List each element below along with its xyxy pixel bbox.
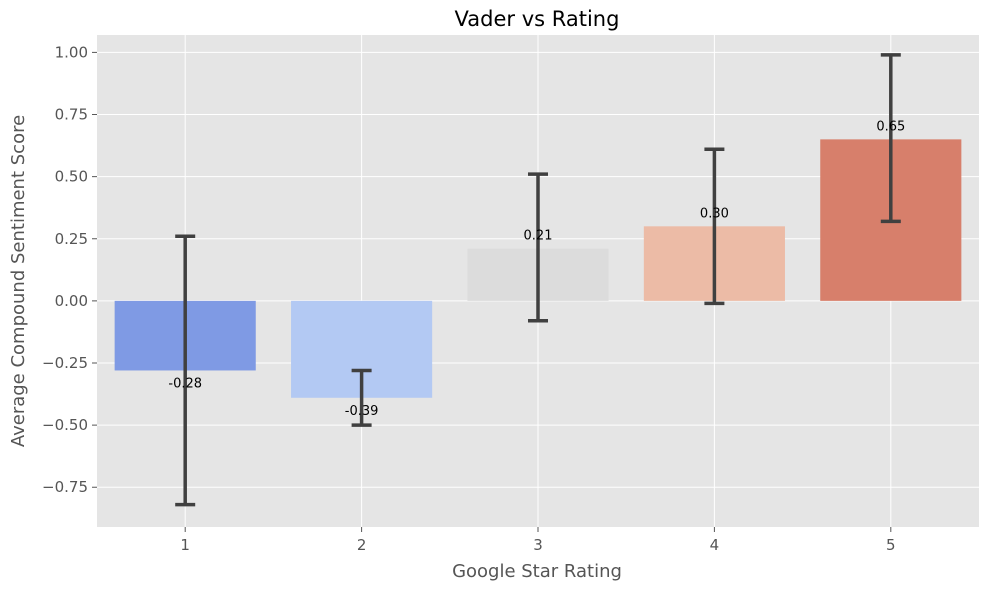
data-label-rating-3: 0.21 (524, 229, 553, 244)
data-label-rating-5: 0.65 (876, 119, 905, 134)
data-label-rating-2: -0.39 (345, 404, 379, 419)
y-tick-label: 0.75 (55, 106, 88, 124)
y-tick-label: 0.25 (55, 230, 88, 248)
y-tick-label: −0.25 (42, 354, 88, 372)
y-tick-label: −0.75 (42, 478, 88, 496)
x-tick-label: 3 (533, 536, 543, 554)
x-tick-label: 5 (886, 536, 896, 554)
y-axis-label: Average Compound Sentiment Score (8, 115, 29, 447)
y-tick-label: 1.00 (55, 43, 88, 61)
x-axis-label: Google Star Rating (452, 561, 622, 582)
x-ticks: 1 2 3 4 5 (180, 527, 896, 554)
data-label-rating-1: -0.28 (168, 376, 202, 391)
y-ticks: −0.75 −0.50 −0.25 0.00 0.25 0.50 0.75 1.00 (42, 43, 97, 496)
x-tick-label: 2 (357, 536, 367, 554)
y-tick-label: −0.50 (42, 416, 88, 434)
data-label-rating-4: 0.30 (700, 206, 729, 221)
y-tick-label: 0.50 (55, 168, 88, 186)
chart-title: Vader vs Rating (455, 7, 620, 31)
y-tick-label: 0.00 (55, 292, 88, 310)
error-bars (175, 53, 901, 507)
data-labels: -0.28 -0.39 0.21 0.30 0.65 (168, 119, 905, 418)
x-tick-label: 1 (180, 536, 190, 554)
x-tick-label: 4 (710, 536, 720, 554)
